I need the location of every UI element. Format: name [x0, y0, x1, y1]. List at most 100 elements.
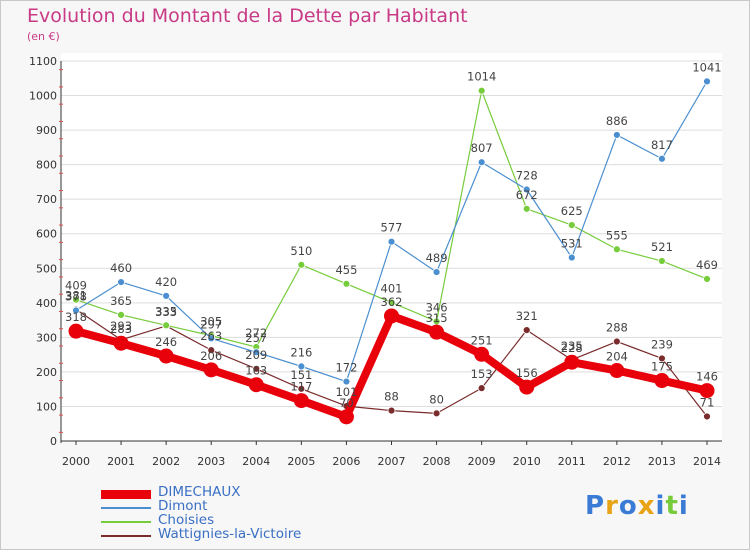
data-point	[162, 321, 171, 330]
x-tick-label: 2010	[513, 455, 541, 468]
data-point	[429, 324, 445, 340]
data-label: 228	[561, 341, 583, 355]
data-label: 807	[471, 141, 493, 155]
data-label: 163	[245, 364, 267, 378]
data-label: 409	[65, 279, 87, 293]
data-label: 288	[606, 321, 628, 335]
y-tick-label: 100	[36, 400, 57, 413]
data-label: 297	[200, 317, 222, 331]
data-point	[699, 383, 715, 399]
legend-label: Choisies	[158, 512, 215, 528]
data-label: 378	[65, 289, 87, 303]
data-label: 346	[426, 300, 448, 314]
proxiti-logo: Proxiti	[585, 491, 689, 521]
chart-title: Evolution du Montant de la Dette par Hab…	[27, 5, 468, 27]
data-label: 318	[65, 310, 87, 324]
data-point	[658, 257, 666, 265]
y-tick-label: 200	[36, 366, 57, 379]
logo-letter: x	[637, 491, 656, 521]
data-point	[567, 253, 576, 262]
x-tick-label: 2005	[287, 455, 315, 468]
data-point	[72, 306, 80, 315]
plot-area	[61, 53, 722, 441]
data-label: 153	[471, 367, 493, 381]
data-label: 70	[339, 396, 354, 410]
data-point	[252, 348, 261, 357]
data-point	[207, 346, 216, 355]
data-label: 469	[696, 258, 718, 272]
data-label: 321	[516, 309, 538, 323]
legend-label: DIMECHAUX	[158, 484, 241, 500]
data-label: 283	[110, 322, 132, 336]
y-tick-label: 500	[36, 262, 57, 275]
data-point	[612, 131, 621, 139]
y-tick-label: 1100	[29, 55, 57, 68]
x-tick-label: 2003	[197, 455, 225, 468]
data-point	[432, 268, 441, 276]
data-label: 365	[110, 294, 132, 308]
data-label: 246	[155, 335, 177, 349]
data-label: 362	[381, 295, 403, 309]
x-tick-label: 2013	[648, 455, 676, 468]
data-label: 216	[290, 345, 312, 359]
data-point	[477, 158, 486, 167]
data-point	[387, 406, 396, 415]
logo-letter: i	[678, 491, 689, 521]
y-tick-label: 400	[36, 297, 57, 310]
data-point	[658, 354, 666, 363]
data-label: 728	[516, 169, 538, 183]
logo-letter: r	[605, 491, 619, 521]
x-tick-label: 2014	[693, 455, 721, 468]
data-point	[203, 362, 219, 378]
data-label: 272	[245, 326, 267, 340]
x-tick-label: 2012	[603, 455, 631, 468]
data-label: 381	[65, 288, 87, 302]
y-tick-label: 300	[36, 331, 57, 344]
data-point	[477, 384, 486, 393]
x-tick-label: 2011	[558, 455, 586, 468]
x-tick-label: 2004	[242, 455, 270, 468]
x-tick-label: 2001	[107, 455, 135, 468]
data-point	[68, 323, 84, 339]
legend-swatch	[101, 507, 151, 509]
data-point	[522, 204, 531, 213]
data-label: 251	[471, 333, 493, 347]
x-tick-label: 2002	[152, 455, 180, 468]
data-label: 206	[200, 349, 222, 363]
data-point	[158, 348, 174, 364]
data-point	[564, 354, 580, 370]
data-label: 151	[290, 368, 312, 382]
data-label: 146	[696, 370, 718, 384]
y-tick-label: 600	[36, 228, 57, 241]
data-point	[207, 334, 216, 343]
data-point	[384, 308, 399, 324]
y-tick-label: 800	[36, 159, 57, 172]
data-label: 625	[561, 204, 583, 218]
data-point	[297, 260, 306, 269]
data-point	[654, 373, 670, 389]
data-label: 521	[651, 240, 673, 254]
data-point	[297, 384, 306, 393]
data-point	[162, 292, 171, 300]
data-label: 1014	[467, 70, 496, 84]
y-tick-label: 0	[50, 435, 57, 448]
x-tick-label: 2008	[423, 455, 451, 468]
logo-letter: o	[618, 491, 638, 521]
data-label: 172	[335, 361, 357, 375]
y-tick-label: 700	[36, 193, 57, 206]
data-point	[387, 237, 396, 246]
data-point	[703, 275, 711, 283]
data-label: 531	[561, 237, 583, 251]
data-label: 315	[426, 311, 448, 325]
logo-letter: i	[655, 491, 666, 521]
data-label: 88	[384, 390, 399, 404]
logo-letter: P	[585, 491, 606, 521]
data-label: 175	[651, 360, 673, 374]
data-point	[703, 77, 711, 86]
data-label: 489	[426, 251, 448, 265]
x-tick-label: 2007	[378, 455, 406, 468]
data-point	[612, 245, 621, 254]
data-label: 71	[700, 395, 715, 409]
